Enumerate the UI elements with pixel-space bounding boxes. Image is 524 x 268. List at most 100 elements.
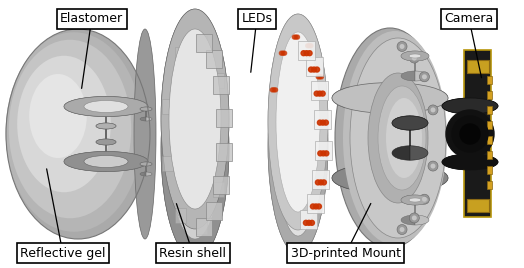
- Circle shape: [309, 44, 313, 48]
- Ellipse shape: [84, 155, 128, 168]
- Polygon shape: [140, 107, 146, 121]
- Circle shape: [318, 151, 323, 156]
- Polygon shape: [161, 9, 195, 259]
- Circle shape: [309, 67, 313, 72]
- FancyBboxPatch shape: [216, 143, 233, 161]
- Circle shape: [270, 88, 275, 92]
- Ellipse shape: [161, 39, 229, 259]
- Ellipse shape: [96, 139, 116, 145]
- Polygon shape: [106, 100, 128, 168]
- Polygon shape: [106, 123, 116, 145]
- FancyBboxPatch shape: [487, 106, 493, 114]
- Circle shape: [282, 51, 287, 55]
- Circle shape: [317, 91, 322, 96]
- Circle shape: [319, 180, 323, 185]
- Ellipse shape: [64, 96, 148, 117]
- Circle shape: [313, 204, 319, 209]
- Circle shape: [323, 120, 329, 125]
- Polygon shape: [96, 123, 106, 145]
- Circle shape: [310, 204, 315, 209]
- Circle shape: [296, 35, 300, 39]
- Circle shape: [397, 42, 407, 51]
- Text: Reflective gel: Reflective gel: [20, 247, 106, 260]
- FancyBboxPatch shape: [162, 157, 173, 172]
- Ellipse shape: [409, 198, 421, 202]
- Circle shape: [428, 161, 438, 171]
- FancyBboxPatch shape: [195, 219, 206, 234]
- Polygon shape: [106, 96, 148, 172]
- FancyBboxPatch shape: [213, 73, 224, 88]
- FancyBboxPatch shape: [487, 181, 493, 189]
- Circle shape: [318, 75, 322, 79]
- Circle shape: [316, 75, 320, 79]
- Polygon shape: [392, 116, 410, 160]
- Circle shape: [460, 124, 480, 144]
- Ellipse shape: [84, 100, 128, 113]
- Ellipse shape: [392, 116, 428, 130]
- FancyBboxPatch shape: [300, 210, 318, 229]
- Ellipse shape: [140, 107, 152, 111]
- Circle shape: [315, 180, 320, 185]
- Text: LEDs: LEDs: [241, 12, 272, 25]
- Circle shape: [431, 107, 435, 112]
- Ellipse shape: [368, 73, 428, 203]
- Ellipse shape: [6, 32, 143, 232]
- Polygon shape: [146, 107, 152, 121]
- Circle shape: [409, 53, 419, 63]
- Circle shape: [307, 44, 311, 48]
- FancyBboxPatch shape: [175, 209, 186, 224]
- Ellipse shape: [169, 29, 221, 209]
- Circle shape: [320, 91, 325, 96]
- FancyBboxPatch shape: [312, 170, 330, 189]
- Polygon shape: [415, 51, 429, 81]
- Polygon shape: [140, 162, 146, 176]
- Circle shape: [310, 220, 314, 225]
- FancyBboxPatch shape: [487, 76, 493, 84]
- Polygon shape: [332, 83, 390, 193]
- Circle shape: [314, 91, 319, 96]
- Ellipse shape: [276, 32, 320, 212]
- Ellipse shape: [6, 29, 150, 239]
- Ellipse shape: [401, 51, 429, 61]
- Circle shape: [422, 74, 427, 79]
- FancyBboxPatch shape: [487, 121, 493, 129]
- FancyBboxPatch shape: [213, 183, 224, 198]
- Circle shape: [446, 110, 494, 158]
- Ellipse shape: [386, 98, 422, 178]
- FancyBboxPatch shape: [175, 47, 186, 62]
- FancyBboxPatch shape: [213, 176, 228, 194]
- FancyBboxPatch shape: [487, 91, 493, 99]
- Circle shape: [304, 51, 309, 56]
- FancyBboxPatch shape: [162, 99, 173, 114]
- Text: Resin shell: Resin shell: [159, 247, 226, 260]
- Ellipse shape: [29, 74, 87, 158]
- Circle shape: [412, 215, 417, 221]
- Ellipse shape: [332, 163, 448, 193]
- FancyBboxPatch shape: [466, 199, 488, 211]
- Circle shape: [314, 67, 320, 72]
- FancyBboxPatch shape: [216, 109, 233, 127]
- Polygon shape: [195, 29, 221, 239]
- FancyBboxPatch shape: [196, 218, 212, 236]
- Ellipse shape: [17, 56, 111, 192]
- Circle shape: [321, 180, 326, 185]
- Text: Elastomer: Elastomer: [60, 12, 123, 25]
- Circle shape: [419, 72, 429, 82]
- Circle shape: [307, 51, 312, 56]
- FancyBboxPatch shape: [487, 151, 493, 159]
- Ellipse shape: [268, 38, 328, 254]
- Circle shape: [294, 35, 298, 39]
- Circle shape: [409, 213, 419, 223]
- Polygon shape: [146, 162, 152, 176]
- Ellipse shape: [332, 83, 448, 113]
- Ellipse shape: [268, 14, 328, 230]
- Ellipse shape: [96, 123, 116, 129]
- Circle shape: [281, 51, 285, 55]
- Circle shape: [272, 88, 276, 92]
- Circle shape: [307, 220, 311, 225]
- Ellipse shape: [9, 40, 131, 218]
- FancyBboxPatch shape: [195, 36, 206, 51]
- Ellipse shape: [378, 86, 426, 190]
- Circle shape: [312, 67, 316, 72]
- Polygon shape: [64, 96, 106, 172]
